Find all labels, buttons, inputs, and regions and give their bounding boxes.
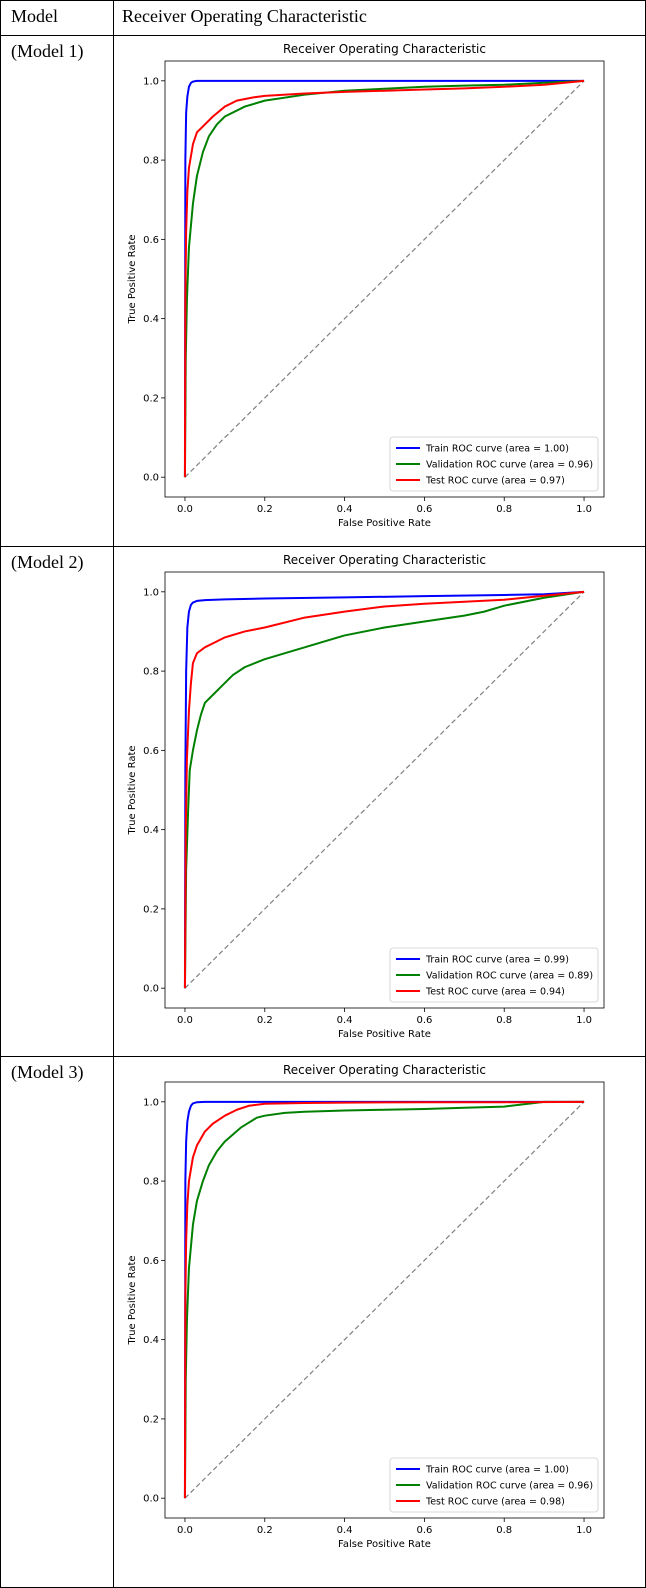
chart-1-y-tick-label: 0.6 — [143, 235, 159, 246]
chart-3-y-tick-label: 0.2 — [143, 1414, 159, 1425]
chart-2-y-tick-label: 0.4 — [143, 825, 159, 836]
chart-1-x-tick-label: 0.6 — [416, 504, 432, 515]
chart-1-x-tick-label: 0.4 — [337, 504, 353, 515]
chart-3-axes-frame — [164, 1081, 605, 1519]
model-1-label: (Model 1) — [11, 41, 84, 61]
header-model: Model — [11, 6, 58, 26]
roc-chart-model-1: Receiver Operating Characteristic 0.0 0.0 0… — [127, 42, 605, 529]
chart-3-title: Receiver Operating Characteristic — [283, 1063, 486, 1077]
chart-3-y-tick-label: 0.4 — [143, 1335, 159, 1346]
chart-2-x-axis-label: False Positive Rate — [338, 1029, 431, 1040]
chart-3-legend-label-validation: Validation ROC curve (area = 0.96) — [426, 1481, 593, 1492]
chart-3-x-tick-label: 0.4 — [337, 1525, 353, 1536]
chart-3-validation-curve — [183, 1100, 585, 1499]
chart-3-x-tick-label: 1.0 — [576, 1525, 592, 1536]
roc-chart-model-2: Receiver Operating Characteristic 0.0 0.0 0… — [127, 553, 605, 1040]
chart-2-y-axis-label: True Positive Rate — [127, 745, 138, 835]
header-roc: Receiver Operating Characteristic — [122, 6, 367, 26]
chart-1-y-axis-label: True Positive Rate — [127, 234, 138, 324]
chart-1-x-axis-label: False Positive Rate — [338, 518, 431, 529]
column-divider — [113, 1, 114, 1587]
chart-2-x-tick-label: 0.6 — [416, 1015, 432, 1026]
row-divider-2 — [1, 1056, 645, 1057]
model-3-label: (Model 3) — [11, 1062, 84, 1082]
chart-3-diagonal-line — [184, 1101, 585, 1499]
chart-1-diagonal-line — [184, 80, 585, 478]
chart-1-x-tick-label: 0.0 — [177, 504, 193, 515]
row-divider-1 — [1, 546, 645, 547]
chart-3-y-axis-label: True Positive Rate — [127, 1255, 138, 1345]
chart-1-x-tick-label: 0.2 — [257, 504, 273, 515]
chart-2-legend-label-test: Test ROC curve (area = 0.94) — [425, 987, 565, 998]
chart-1-y-tick-label: 0.8 — [143, 156, 159, 167]
chart-2-y-tick-label: 0.6 — [143, 746, 159, 757]
chart-2-legend-label-validation: Validation ROC curve (area = 0.89) — [426, 971, 593, 982]
chart-2-title: Receiver Operating Characteristic — [283, 553, 486, 567]
chart-1-y-tick-label: 1.0 — [143, 76, 159, 87]
chart-2-y-tick-label: 0.8 — [143, 667, 159, 678]
chart-3-x-tick-label: 0.8 — [496, 1525, 512, 1536]
chart-1-legend-label-validation: Validation ROC curve (area = 0.96) — [426, 460, 593, 471]
chart-2-x-tick-label: 0.4 — [337, 1015, 353, 1026]
chart-1-legend-label-train: Train ROC curve (area = 1.00) — [425, 444, 569, 455]
header-divider — [1, 35, 645, 36]
chart-2-legend-label-train: Train ROC curve (area = 0.99) — [425, 955, 569, 966]
chart-3-legend — [389, 1457, 599, 1513]
chart-3-legend-label-test: Test ROC curve (area = 0.98) — [425, 1497, 565, 1508]
chart-3-x-tick-label: 0.6 — [416, 1525, 432, 1536]
chart-1-y-tick-label: 0.2 — [143, 393, 159, 404]
chart-2-x-tick-label: 0.2 — [257, 1015, 273, 1026]
chart-1-validation-curve — [183, 79, 585, 478]
chart-1-legend — [389, 436, 599, 492]
chart-2-y-tick-label: 0.0 — [143, 984, 159, 995]
chart-2-x-tick-label: 0.0 — [177, 1015, 193, 1026]
chart-3-train-curve — [183, 1100, 585, 1499]
chart-2-diagonal-line — [184, 591, 585, 989]
model-2-label: (Model 2) — [11, 552, 84, 572]
chart-3-y-tick-label: 0.8 — [143, 1177, 159, 1188]
chart-1-x-tick-label: 1.0 — [576, 504, 592, 515]
chart-1-axes-frame — [164, 60, 605, 498]
chart-3-y-tick-label: 0.0 — [143, 1494, 159, 1505]
chart-1-legend-label-test: Test ROC curve (area = 0.97) — [425, 476, 565, 487]
chart-2-test-curve — [183, 590, 585, 989]
roc-chart-model-3: Receiver Operating Characteristic 0.0 0.0 0… — [127, 1063, 605, 1550]
chart-2-x-tick-label: 1.0 — [576, 1015, 592, 1026]
chart-1-x-tick-label: 0.8 — [496, 504, 512, 515]
chart-3-y-tick-label: 0.6 — [143, 1256, 159, 1267]
chart-1-y-tick-label: 0.4 — [143, 314, 159, 325]
chart-2-axes-frame — [164, 571, 605, 1009]
chart-1-title: Receiver Operating Characteristic — [283, 42, 486, 56]
chart-3-legend-label-train: Train ROC curve (area = 1.00) — [425, 1465, 569, 1476]
chart-1-y-tick-label: 0.0 — [143, 473, 159, 484]
chart-3-test-curve — [183, 1100, 585, 1499]
chart-2-y-tick-label: 0.2 — [143, 904, 159, 915]
chart-3-x-tick-label: 0.2 — [257, 1525, 273, 1536]
chart-1-test-curve — [183, 79, 585, 478]
chart-1-train-curve — [183, 79, 585, 478]
chart-2-x-tick-label: 0.8 — [496, 1015, 512, 1026]
chart-2-legend — [389, 947, 599, 1003]
chart-3-x-tick-label: 0.0 — [177, 1525, 193, 1536]
chart-2-validation-curve — [183, 590, 585, 989]
chart-3-y-tick-label: 1.0 — [143, 1097, 159, 1108]
chart-3-x-axis-label: False Positive Rate — [338, 1539, 431, 1550]
chart-2-train-curve — [183, 590, 585, 989]
chart-2-y-tick-label: 1.0 — [143, 587, 159, 598]
